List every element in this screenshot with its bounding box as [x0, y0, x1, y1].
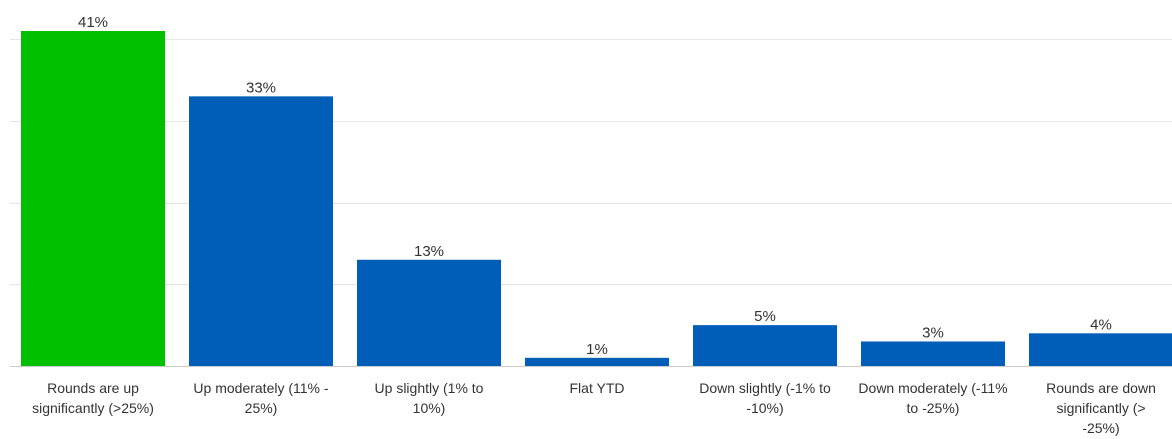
category-tick-label-line: 25%) — [245, 400, 278, 416]
category-tick-label: Flat YTD — [570, 380, 625, 396]
data-label: 13% — [414, 243, 444, 260]
bar — [693, 325, 837, 366]
category-tick-label-line: to -25%) — [907, 400, 960, 416]
category-tick-label-line: significantly (>25%) — [32, 400, 154, 416]
category-tick-label-line: significantly (> — [1056, 400, 1145, 416]
data-label: 1% — [586, 341, 608, 358]
category-tick-label-line: -25%) — [1082, 420, 1119, 436]
bar — [21, 31, 165, 366]
bar — [861, 341, 1005, 366]
category-tick-label-line: 10%) — [413, 400, 446, 416]
bar — [1029, 333, 1172, 366]
category-tick-label: Rounds are up significantly (>25%) — [32, 380, 154, 416]
category-tick-label: Down moderately (-11% to -25%) — [858, 380, 1007, 416]
value-labels: 41% 33% 13% 1% 5% 3% 4% — [78, 14, 1112, 358]
category-tick-label: Down slightly (-1% to -10%) — [699, 380, 831, 416]
category-tick-label-line: -10%) — [746, 400, 783, 416]
data-label: 5% — [754, 308, 776, 325]
bars — [21, 31, 1172, 367]
category-tick-label-line: Up moderately (11% - — [193, 380, 328, 396]
bar — [357, 259, 501, 366]
data-label: 3% — [922, 324, 944, 341]
data-label: 33% — [246, 79, 276, 96]
category-tick-label-line: Rounds are up — [47, 380, 139, 396]
data-label: 41% — [78, 14, 108, 31]
category-tick-label-line: Rounds are down — [1046, 380, 1156, 396]
category-tick-label-line: Flat YTD — [570, 380, 625, 396]
bar — [189, 96, 333, 367]
category-tick-label: Rounds are down significantly (> -25%) — [1046, 380, 1156, 436]
bar — [525, 357, 669, 366]
category-tick-label: Up slightly (1% to 10%) — [375, 380, 484, 416]
category-tick-label-line: Down slightly (-1% to — [699, 380, 831, 396]
category-tick-label-line: Up slightly (1% to — [375, 380, 484, 396]
category-tick-label: Up moderately (11% - 25%) — [193, 380, 328, 416]
category-labels: Rounds are up significantly (>25%)Up mode… — [32, 380, 1156, 436]
data-label: 4% — [1090, 316, 1112, 333]
category-tick-label-line: Down moderately (-11% — [858, 380, 1007, 396]
gridlines — [10, 39, 1172, 367]
